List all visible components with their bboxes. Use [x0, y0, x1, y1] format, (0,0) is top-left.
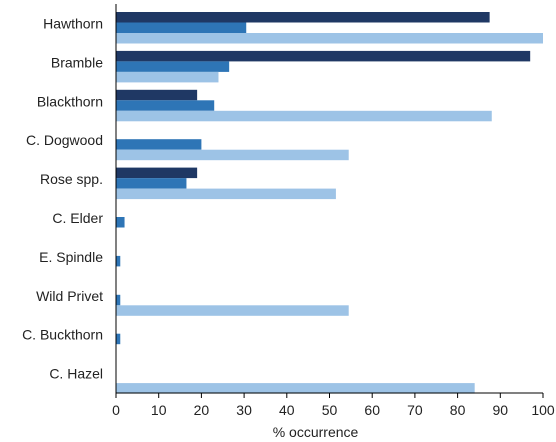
bar	[116, 188, 336, 200]
bar	[116, 255, 121, 267]
bar	[116, 178, 187, 189]
bar	[116, 167, 198, 179]
category-label: Wild Privet	[36, 288, 103, 304]
x-tick-label: 0	[112, 402, 120, 418]
x-tick-label: 30	[236, 402, 252, 418]
bar	[116, 333, 121, 345]
category-label: Bramble	[51, 54, 103, 70]
bar	[116, 50, 531, 62]
bar	[116, 89, 198, 101]
category-label: C. Elder	[52, 210, 103, 226]
x-tick-label: 70	[407, 402, 423, 418]
bar	[116, 305, 349, 316]
category-label: Hawthorn	[43, 15, 103, 31]
x-tick-label: 60	[364, 402, 380, 418]
bars-layer	[116, 12, 543, 394]
bar	[116, 294, 121, 306]
bar	[116, 383, 475, 394]
category-label: C. Dogwood	[26, 132, 103, 148]
category-label: Blackthorn	[37, 93, 103, 109]
x-axis-title: % occurrence	[273, 424, 359, 440]
x-tick-label: 100	[531, 402, 555, 418]
bar	[116, 12, 490, 23]
x-tick-label: 40	[279, 402, 295, 418]
category-label: E. Spindle	[39, 249, 103, 265]
bar	[116, 33, 543, 44]
category-label: C. Buckthorn	[22, 327, 103, 343]
x-tick-label: 80	[450, 402, 466, 418]
bar	[116, 22, 247, 33]
x-tick-label: 90	[493, 402, 509, 418]
x-tick-label: 20	[194, 402, 210, 418]
x-axis-ticks: 0 10 20 30 40 50 60 70 80 90 100	[112, 393, 555, 418]
bar	[116, 61, 230, 72]
bar	[116, 110, 492, 122]
x-tick-label: 10	[151, 402, 167, 418]
bar	[116, 100, 215, 111]
category-label: C. Hazel	[49, 366, 103, 382]
category-labels: Hawthorn Bramble Blackthorn C. Dogwood Rose …	[22, 15, 103, 381]
category-label: Rose spp.	[40, 171, 103, 187]
bar	[116, 139, 202, 150]
bar	[116, 217, 125, 228]
bar	[116, 149, 349, 161]
bar	[116, 71, 219, 83]
x-tick-label: 50	[322, 402, 338, 418]
